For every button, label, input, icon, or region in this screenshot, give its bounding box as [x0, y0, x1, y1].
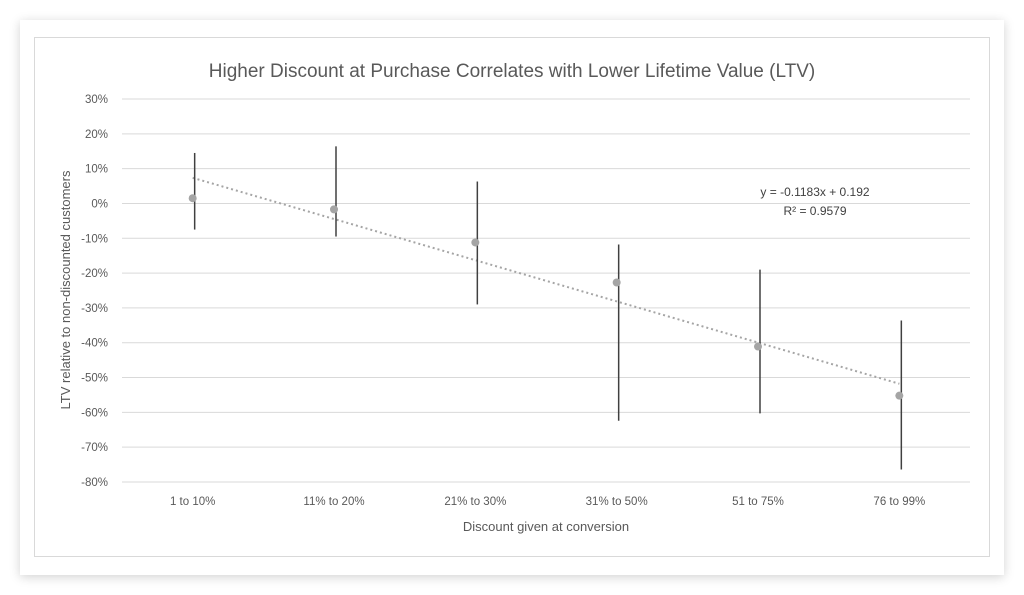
y-tick-label: -30%	[81, 303, 108, 315]
data-point	[471, 238, 480, 247]
y-axis-label: LTV relative to non-discounted customers	[58, 170, 73, 409]
x-tick-label: 31% to 50%	[586, 496, 648, 508]
trendline-r-squared: R² = 0.9579	[783, 204, 846, 218]
chart-border	[34, 37, 990, 557]
data-point	[895, 391, 904, 400]
data-point	[330, 205, 338, 214]
x-tick-label: 1 to 10%	[170, 496, 215, 508]
x-tick-label: 11% to 20%	[303, 496, 364, 508]
y-tick-label: -50%	[81, 373, 108, 385]
x-axis-label: Discount given at conversion	[463, 519, 629, 534]
y-tick-label: -10%	[81, 233, 108, 245]
y-tick-label: 10%	[85, 164, 108, 176]
x-tick-label: 21% to 30%	[444, 496, 506, 508]
y-tick-label: -80%	[81, 477, 108, 489]
chart-title: Higher Discount at Purchase Correlates w…	[209, 61, 816, 82]
data-point	[612, 278, 621, 287]
y-tick-label: -60%	[81, 407, 108, 419]
y-tick-label: 30%	[85, 94, 108, 106]
y-tick-label: -40%	[81, 338, 108, 350]
y-tick-label: 20%	[85, 129, 108, 141]
data-point	[188, 194, 197, 203]
data-point	[754, 342, 762, 351]
y-tick-label: -70%	[81, 442, 108, 454]
y-tick-label: 0%	[91, 198, 108, 210]
trendline-equation: y = -0.1183x + 0.192	[760, 185, 870, 199]
y-tick-label: -20%	[81, 268, 108, 280]
x-tick-label: 51 to 75%	[732, 496, 784, 508]
x-tick-label: 76 to 99%	[873, 496, 925, 508]
